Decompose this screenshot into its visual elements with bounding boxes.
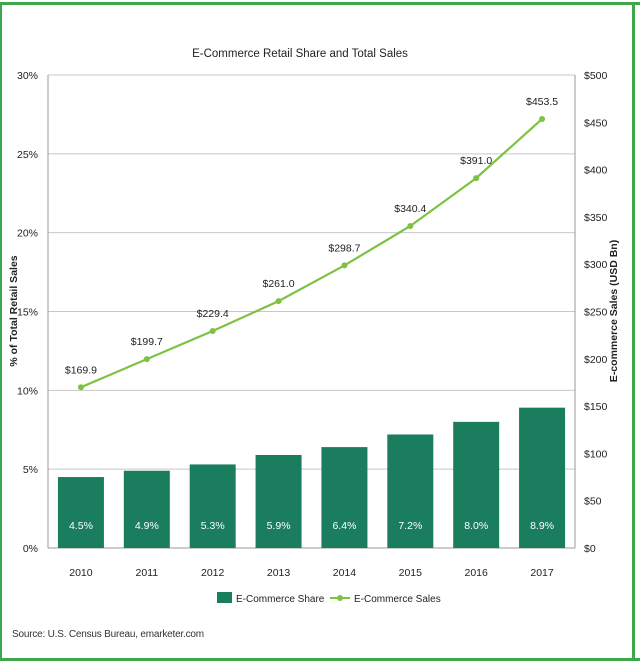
bar [57,477,104,548]
bar [123,470,170,548]
bar-data-label: 8.0% [464,520,488,532]
y2-tick-label: $250 [584,307,608,319]
top-accent-line [0,2,640,5]
sales-polyline [80,118,543,389]
y2-tick-label: $200 [584,354,608,366]
x-tick-label: 2017 [530,567,554,579]
bottom-accent-line [0,658,640,661]
x-tick-label: 2016 [465,567,489,579]
axes: 0% 5% 10% 15% 20% 25% 30% $0 $50 $100 $150 $200 $250… [17,70,608,579]
y-tick-label: 30% [17,70,38,82]
sales-point [143,356,150,363]
line-data-label: $298.7 [328,242,360,254]
y2-tick-label: $500 [584,70,608,82]
legend-line-marker [337,595,343,601]
line-data-label: $199.7 [131,336,163,348]
data-labels: 4.5% 4.9% 5.3% 5.9% 6.4% 7.2% 8.0% 8.9% $169.9 $1… [65,96,558,532]
source-note: Source: U.S. Census Bureau, emarketer.co… [12,629,204,640]
y2-tick-label: $400 [584,165,608,177]
bar [519,407,566,548]
y2-tick-label: $50 [584,496,602,508]
bar-data-label: 5.9% [267,520,291,532]
line-data-label: $340.4 [394,203,426,215]
sales-point [275,298,282,305]
y2-axis-label: E-commerce Sales (USD Bn) [608,240,620,382]
x-tick-label: 2013 [267,567,291,579]
sales-point [209,327,216,334]
x-tick-label: 2015 [399,567,423,579]
y-tick-label: 10% [17,385,38,397]
line-data-label: $453.5 [526,96,558,108]
line-data-label: $391.0 [460,155,492,167]
legend-bar-swatch [217,592,232,603]
right-accent-edge [632,2,635,661]
y2-tick-label: $0 [584,543,596,555]
y-tick-label: 25% [17,149,38,161]
x-tick-label: 2012 [201,567,225,579]
sales-point [77,384,84,391]
bar [387,434,434,548]
y-tick-label: 20% [17,228,38,240]
left-accent-edge [0,2,2,661]
bar-data-label: 7.2% [398,520,422,532]
bar-data-label: 6.4% [332,520,356,532]
sales-point [407,222,414,229]
bar [453,421,500,548]
y-tick-label: 15% [17,307,38,319]
bar-data-label: 4.9% [135,520,159,532]
sales-point [341,262,348,269]
line-data-label: $261.0 [263,278,295,290]
line-data-label: $169.9 [65,364,97,376]
x-tick-label: 2010 [69,567,93,579]
x-tick-label: 2011 [136,567,159,579]
y2-tick-label: $300 [584,259,608,271]
bar [321,447,368,548]
sales-point [473,175,480,182]
legend-bar-label: E-Commerce Share [236,594,325,605]
y-tick-label: 0% [23,543,38,555]
bars [57,407,566,548]
y2-tick-label: $450 [584,117,608,129]
sales-point [539,115,546,122]
y2-tick-label: $350 [584,212,608,224]
bar-data-label: 5.3% [201,520,225,532]
chart-title: E-Commerce Retail Share and Total Sales [192,48,408,60]
sales-line [77,115,546,391]
legend: E-Commerce Share E-Commerce Sales [217,592,441,605]
line-data-label: $229.4 [197,308,229,320]
y2-tick-label: $100 [584,448,608,460]
bar-data-label: 8.9% [530,520,554,532]
bar [189,464,236,548]
y-tick-label: 5% [23,464,38,476]
bar-data-label: 4.5% [69,520,93,532]
legend-line-label: E-Commerce Sales [354,594,441,605]
y2-tick-label: $150 [584,401,608,413]
y-axis-label: % of Total Retail Sales [8,255,20,366]
bar [255,454,302,548]
x-tick-label: 2014 [333,567,357,579]
